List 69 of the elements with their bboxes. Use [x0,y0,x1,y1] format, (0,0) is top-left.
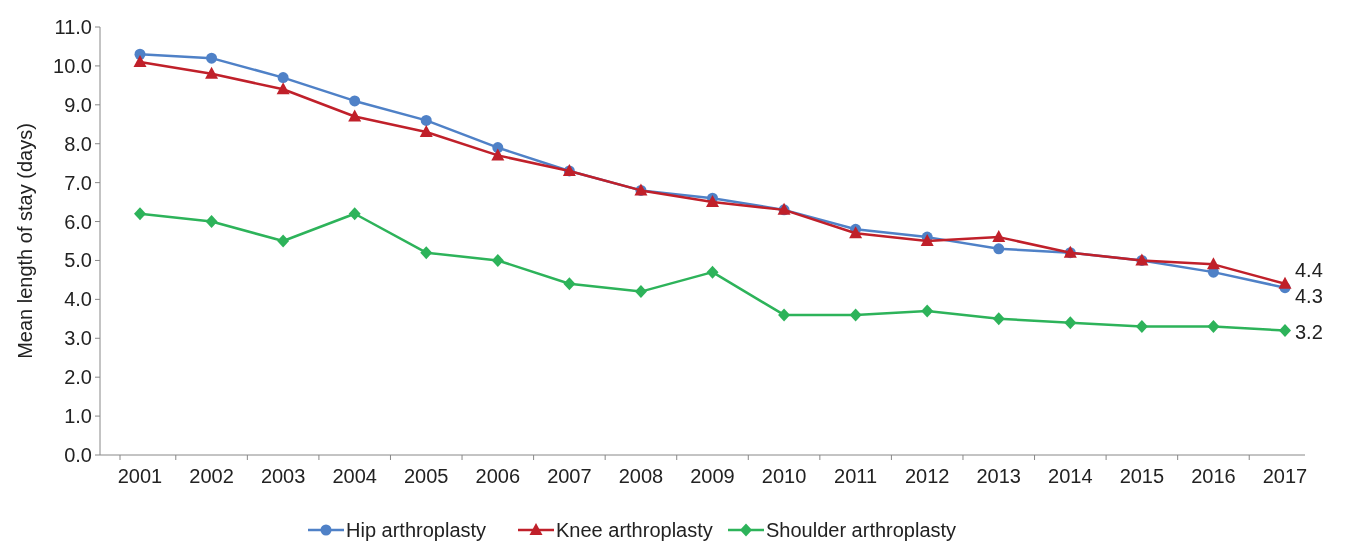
point [778,308,791,322]
x-tick-label: 2004 [332,465,377,487]
point [133,55,147,68]
data-label: 4.3 [1295,284,1323,307]
point [491,148,505,161]
point [277,72,289,84]
y-tick-label: 5.0 [64,249,92,272]
point [134,207,146,221]
x-tick-label: 2013 [976,465,1021,487]
y-tick-label: 2.0 [64,366,92,389]
x-tick-label: 2012 [904,465,950,487]
point [634,285,647,299]
y-tick-label: 4.0 [64,288,92,311]
point [993,243,1005,255]
y-tick-label: 11.0 [54,16,92,38]
x-tick-label: 2006 [475,465,521,487]
point [1064,316,1077,330]
point [205,66,219,79]
x-tick-label: 2003 [260,465,306,487]
point [706,265,719,279]
x-tick-label: 2017 [1262,465,1308,487]
y-tick-label: 3.0 [64,327,92,350]
point [277,234,290,248]
y-axis-title: Mean length of stay (days) [14,123,36,359]
legend-label: Hip arthroplasty [346,519,487,541]
point [1278,276,1292,289]
x-tick-label: 2010 [761,465,807,487]
point [1206,257,1220,270]
point [348,109,362,122]
y-tick-label: 10.0 [53,54,92,77]
point [992,312,1005,326]
y-tick-label: 0.0 [64,444,92,466]
x-tick-label: 2009 [690,465,735,487]
point [849,308,862,322]
point [205,215,218,229]
point [992,230,1006,243]
point [348,207,361,221]
point [849,226,863,239]
y-tick-label: 6.0 [64,210,92,233]
data-label: 3.2 [1295,321,1323,344]
x-tick-label: 2001 [117,465,163,487]
point [420,246,433,260]
y-tick-label: 1.0 [64,405,92,428]
data-label: 4.4 [1295,258,1323,281]
x-tick-label: 2005 [404,465,449,487]
x-tick-label: 2011 [834,465,878,487]
point [1279,323,1291,337]
point [206,52,218,64]
point [419,125,433,138]
x-tick-label: 2016 [1191,465,1236,487]
x-tick-label: 2002 [189,465,234,487]
point [491,253,504,267]
y-tick-label: 9.0 [64,93,92,116]
point [1135,320,1148,334]
point [276,82,290,95]
point [563,277,576,291]
x-tick-label: 2015 [1119,465,1165,487]
point [706,195,719,208]
point [420,114,432,126]
legend-label: Knee arthroplasty [556,519,713,541]
x-tick-label: 2008 [618,465,664,487]
point [1207,320,1220,334]
x-tick-label: 2014 [1048,465,1093,487]
legend-label: Shoulder arthroplasty [766,519,957,541]
y-tick-label: 8.0 [64,132,92,155]
point [921,304,934,318]
point [349,95,361,107]
y-tick-label: 7.0 [64,171,92,194]
x-tick-label: 2007 [547,465,592,487]
